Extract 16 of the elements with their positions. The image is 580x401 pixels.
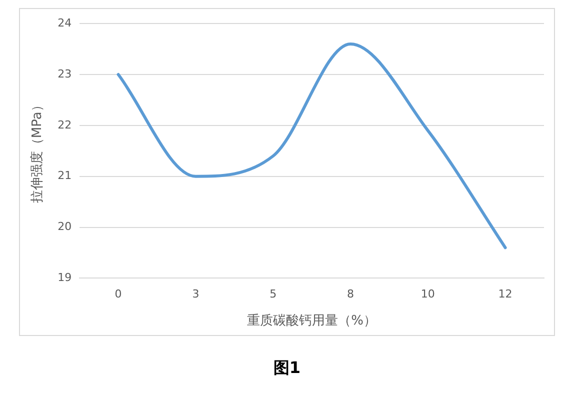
y-tick-label: 19 — [58, 271, 72, 284]
x-tick-label: 0 — [114, 288, 122, 301]
text: 图1 — [272, 358, 302, 379]
y-tick-label: 20 — [58, 220, 72, 234]
y-tick-label: 23 — [58, 67, 72, 80]
y-tick-label: 21 — [58, 169, 72, 182]
y-tick-label: 22 — [58, 118, 72, 132]
y-axis-title: 拉伸强度（MPa） — [29, 98, 46, 204]
x-axis-title: 重质碳酸钙用量（%） — [247, 314, 376, 329]
x-tick-label: 12 — [498, 288, 512, 301]
x-tick-label: 3 — [192, 288, 200, 301]
y-tick-label: 24 — [58, 16, 72, 30]
x-tick-label: 8 — [347, 288, 354, 301]
x-tick-label: 5 — [270, 288, 277, 301]
line-series — [116, 42, 507, 250]
x-tick-label: 10 — [420, 288, 435, 301]
